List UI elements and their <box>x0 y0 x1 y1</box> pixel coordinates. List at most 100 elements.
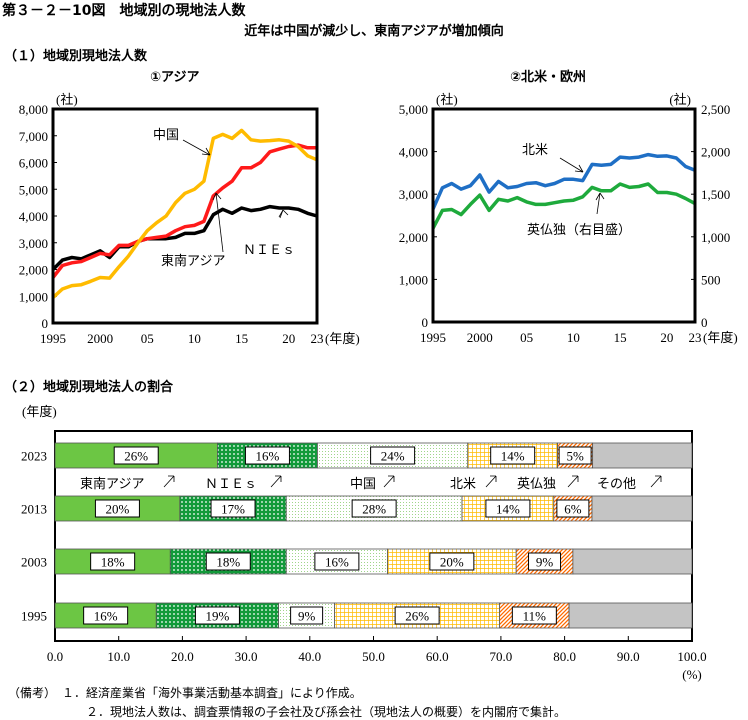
section2-heading: （２）地域別現地法人の割合 <box>4 380 174 395</box>
data-label-box <box>205 552 251 571</box>
data-label-box <box>528 552 562 571</box>
y-right-tick-label: 1,000 <box>701 230 730 245</box>
legend-arrow <box>567 475 579 488</box>
legend-label-china: 中国 <box>350 476 376 491</box>
figure-subtitle: 近年は中国が減少し、東南アジアが増加傾向 <box>244 24 504 39</box>
series-line-2 <box>51 128 318 299</box>
note-2: ２．現地法人数は、調査票情報の子会社及び孫会社（現地法人の概要）を内閣府で集計。 <box>86 705 567 719</box>
x-tick-label: 20.0 <box>171 649 194 664</box>
arrow-head <box>595 192 605 201</box>
series-label: 北米 <box>522 142 548 157</box>
data-label-box <box>351 499 397 518</box>
data-label-box <box>113 446 159 465</box>
series-line-1 <box>431 182 696 230</box>
y-tick-label: 3,000 <box>19 236 48 251</box>
data-label-box <box>485 499 531 518</box>
x-tick-label: 0.0 <box>47 649 63 664</box>
series-label: 中国 <box>153 127 179 142</box>
y-tick-label: 6,000 <box>19 156 48 171</box>
x-tick-label: 10 <box>567 330 580 345</box>
data-label: 24% <box>381 449 405 464</box>
data-label: 18% <box>101 555 125 570</box>
legend-arrow <box>383 475 395 488</box>
series-line-1 <box>51 143 317 279</box>
x-tick-label: 1995 <box>40 331 66 346</box>
y-right-tick-label: 0 <box>701 315 708 330</box>
data-label: 20% <box>440 555 464 570</box>
y-axis-unit: (社) <box>436 92 458 107</box>
bar-segment-other <box>568 602 693 629</box>
x-tick-label: 100.0 <box>677 649 706 664</box>
arrow-head <box>212 192 222 201</box>
x-tick-label: 10 <box>188 331 201 346</box>
legend-arrow <box>270 475 282 488</box>
x-tick-label: 1995 <box>420 330 446 345</box>
data-label-box <box>290 606 324 625</box>
annotation-arrow <box>215 192 224 253</box>
x-tick-label: 30.0 <box>235 649 258 664</box>
series-label: 東南アジア <box>161 253 225 268</box>
x-tick-label: 15 <box>235 331 248 346</box>
arrow-head <box>201 147 211 156</box>
data-label: 9% <box>298 609 316 624</box>
y-tick-label: 4,000 <box>19 209 48 224</box>
chart1-title: ①アジア <box>150 70 200 85</box>
legend-arrow <box>163 475 175 488</box>
y-tick-label: 2,000 <box>399 230 428 245</box>
x-axis-label: (年度) <box>703 330 738 345</box>
legend-label-eu: 英仏独 <box>517 476 556 491</box>
annotation-arrow <box>182 139 211 156</box>
figure-title: 第３－２－10図 地域別の現地法人数 <box>2 3 246 19</box>
plot-frame <box>51 107 319 325</box>
series-label: ＮＩＥｓ <box>243 242 295 257</box>
data-label: 16% <box>94 609 118 624</box>
y-tick-label: 5,000 <box>19 182 48 197</box>
data-label-box <box>94 499 140 518</box>
category-label: 2013 <box>21 502 47 517</box>
annotation-arrow <box>596 192 601 215</box>
y-right-tick-label: 500 <box>701 272 721 287</box>
y-axis-unit: (社) <box>56 92 78 107</box>
series-line-0 <box>431 152 696 210</box>
y-tick-label: 1,000 <box>19 289 48 304</box>
y-axis-label: (年度) <box>22 404 57 419</box>
y-tick-label: 3,000 <box>399 187 428 202</box>
data-label-box <box>83 606 129 625</box>
data-label: 16% <box>325 555 349 570</box>
x-tick-label: 05 <box>141 331 154 346</box>
data-label-box <box>244 446 290 465</box>
y-right-tick-label: 2,000 <box>701 145 730 160</box>
note-1: （備考） １．経済産業省「海外事業活動基本調査」により作成。 <box>8 686 362 700</box>
y-tick-label: 0 <box>42 316 49 331</box>
x-tick-label: 50.0 <box>362 649 385 664</box>
category-label: 2003 <box>21 555 47 570</box>
plot-frame <box>431 107 697 324</box>
data-label: 14% <box>496 502 520 517</box>
data-label: 9% <box>536 555 554 570</box>
x-tick-label: 60.0 <box>426 649 449 664</box>
legend-label-sea: 東南アジア <box>80 476 144 491</box>
bar-segment-other <box>592 442 693 469</box>
legend-label-na: 北米 <box>450 476 476 491</box>
x-tick-label: 20 <box>660 330 673 345</box>
y-tick-label: 4,000 <box>399 145 428 160</box>
data-label-box <box>511 606 557 625</box>
y-right-tick-label: 1,500 <box>701 187 730 202</box>
x-axis-label: (年度) <box>325 331 360 346</box>
x-tick-label: 20 <box>282 331 295 346</box>
x-tick-label: 05 <box>520 330 533 345</box>
section1-heading: （１）地域別現地法人数 <box>4 49 148 64</box>
data-label: 5% <box>566 449 584 464</box>
x-tick-label: 80.0 <box>553 649 576 664</box>
arrow-head <box>574 164 584 173</box>
x-tick-label: 70.0 <box>490 649 513 664</box>
legend-arrow <box>650 475 662 488</box>
data-label-box <box>394 606 440 625</box>
bar-segment-other <box>572 548 693 575</box>
data-label-box <box>429 552 475 571</box>
x-tick-label: 10.0 <box>107 649 130 664</box>
y-tick-label: 8,000 <box>19 102 48 117</box>
legend-label-other: その他 <box>597 476 636 491</box>
data-label: 6% <box>564 502 582 517</box>
